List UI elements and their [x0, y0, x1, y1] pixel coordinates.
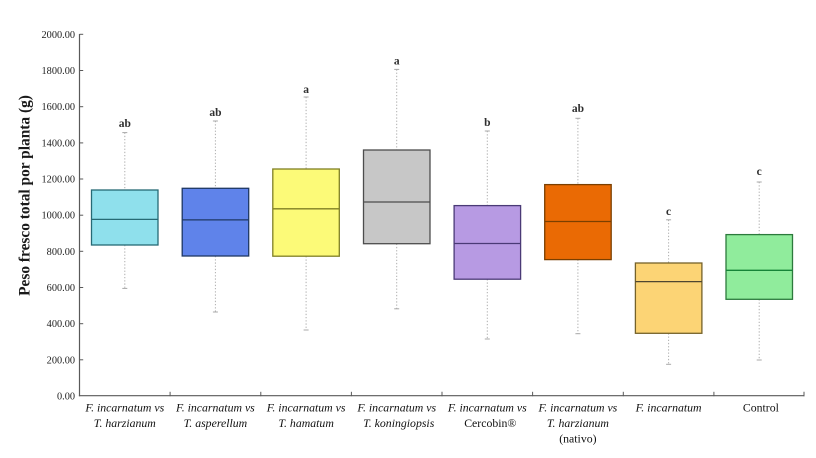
svg-text:T. asperellum: T. asperellum	[184, 416, 248, 430]
svg-text:a: a	[303, 84, 309, 96]
svg-text:200.00: 200.00	[47, 355, 75, 366]
svg-text:F. incarnatum vs: F. incarnatum vs	[447, 400, 527, 414]
svg-text:2000.00: 2000.00	[42, 30, 75, 41]
svg-text:1400.00: 1400.00	[42, 138, 75, 149]
svg-text:Control: Control	[743, 400, 780, 414]
svg-text:F. incarnatum vs: F. incarnatum vs	[84, 400, 164, 414]
svg-text:Peso fresco total por planta (: Peso fresco total por planta (g)	[17, 95, 34, 296]
svg-text:ab: ab	[209, 107, 221, 119]
svg-text:800.00: 800.00	[47, 247, 75, 258]
svg-text:c: c	[666, 206, 671, 218]
svg-text:1000.00: 1000.00	[42, 211, 75, 222]
svg-text:1800.00: 1800.00	[42, 66, 75, 77]
svg-text:1200.00: 1200.00	[42, 175, 75, 186]
svg-text:600.00: 600.00	[47, 283, 75, 294]
svg-text:F. incarnatum vs: F. incarnatum vs	[266, 400, 346, 414]
svg-text:Cercobin®: Cercobin®	[464, 416, 516, 430]
svg-text:c: c	[757, 166, 762, 178]
svg-text:(nativo): (nativo)	[559, 432, 596, 446]
svg-text:T. harzianum: T. harzianum	[547, 416, 610, 430]
svg-text:0.00: 0.00	[57, 392, 75, 403]
svg-text:T. harzianum: T. harzianum	[94, 416, 157, 430]
svg-text:F. incarnatum vs: F. incarnatum vs	[356, 400, 436, 414]
svg-text:F. incarnatum vs: F. incarnatum vs	[538, 400, 618, 414]
svg-text:F. incarnatum vs: F. incarnatum vs	[175, 400, 255, 414]
svg-text:ab: ab	[119, 118, 131, 130]
svg-text:ab: ab	[572, 103, 584, 115]
svg-text:1600.00: 1600.00	[42, 102, 75, 113]
svg-text:400.00: 400.00	[47, 319, 75, 330]
svg-text:F. incarnatum: F. incarnatum	[635, 400, 702, 414]
svg-text:T. hamatum: T. hamatum	[278, 416, 334, 430]
svg-text:a: a	[394, 56, 400, 68]
svg-text:T. koningiopsis: T. koningiopsis	[363, 416, 435, 430]
svg-text:b: b	[484, 117, 490, 129]
